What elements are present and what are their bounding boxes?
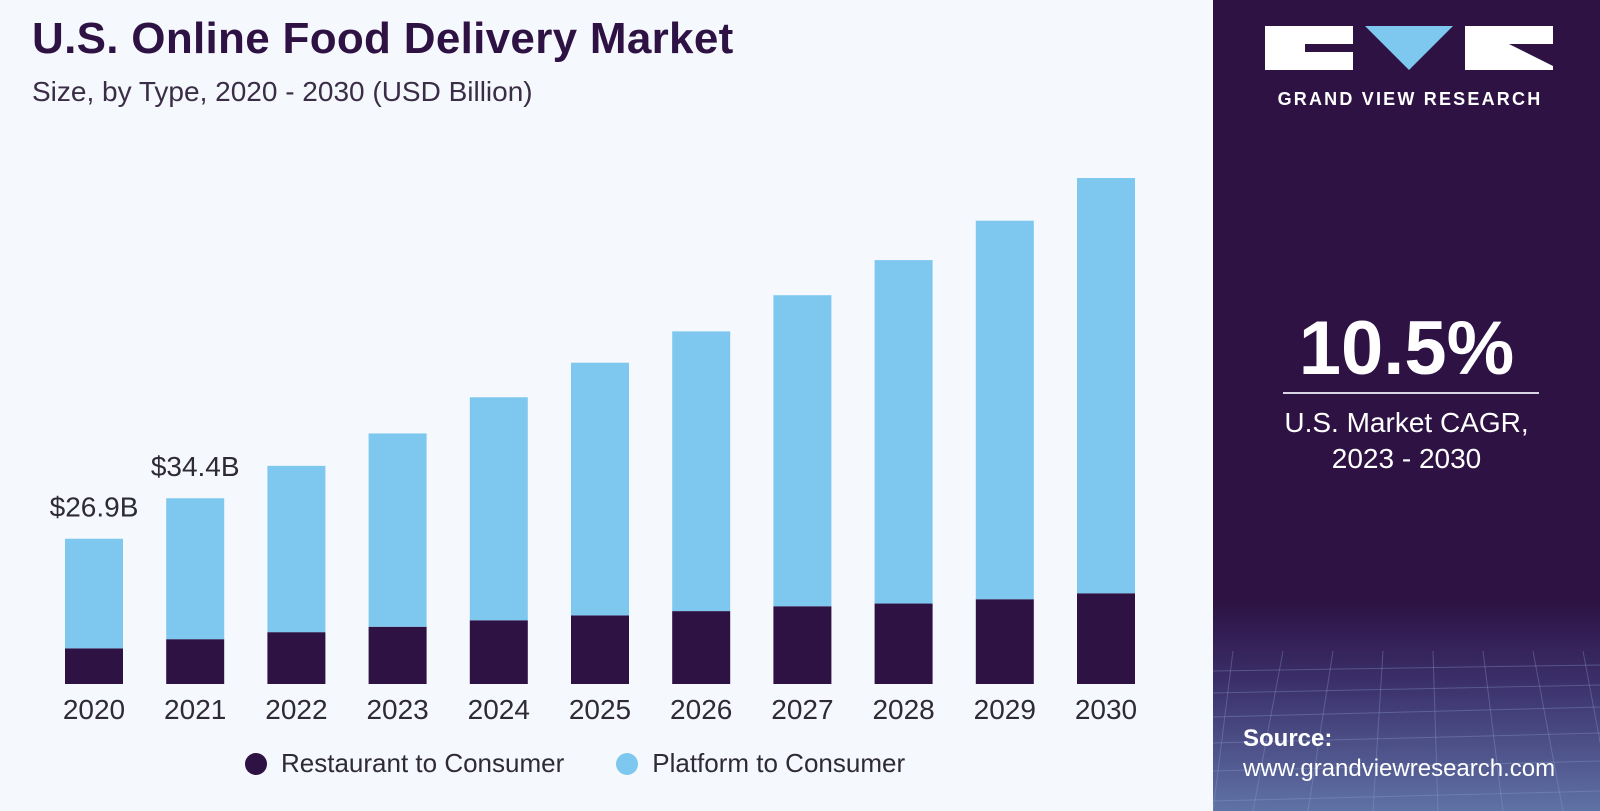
- source-url[interactable]: www.grandviewresearch.com: [1243, 755, 1556, 782]
- bar-2030-platform: [1077, 178, 1135, 594]
- cagr-value: 10.5%: [1298, 306, 1515, 391]
- bar-2025-restaurant: [571, 615, 629, 684]
- cagr-label: U.S. Market CAGR, 2023 - 2030: [1213, 405, 1600, 477]
- x-tick-label-2021: 2021: [164, 694, 226, 725]
- bar-2022-restaurant: [267, 632, 326, 684]
- bar-2024-restaurant: [469, 620, 528, 684]
- bar-2023-platform: [368, 433, 427, 627]
- grid-floor-graphic: [1213, 651, 1600, 811]
- x-tick-label-2030: 2030: [1075, 694, 1137, 725]
- chart-subtitle: Size, by Type, 2020 - 2030 (USD Billion): [32, 76, 533, 107]
- bar-2028-platform: [874, 260, 933, 604]
- legend-item-platform: Platform to Consumer: [616, 748, 905, 779]
- bar-2026-restaurant: [672, 611, 731, 684]
- cagr-label-line2: 2023 - 2030: [1331, 443, 1482, 474]
- legend-swatch-platform: [616, 752, 639, 775]
- bar-2020-platform: [65, 538, 123, 649]
- bar-2025-platform: [571, 362, 629, 616]
- bar-2024-platform: [469, 397, 528, 621]
- x-tick-label-2026: 2026: [670, 694, 732, 725]
- x-tick-label-2020: 2020: [63, 694, 125, 725]
- bar-2028-restaurant: [874, 603, 933, 684]
- grand-view-research-logo: GRAND VIEW RESEARCH: [1265, 22, 1555, 110]
- bar-2027-restaurant: [773, 606, 832, 684]
- brand-name: GRAND VIEW RESEARCH: [1277, 89, 1543, 109]
- bar-2026-platform: [672, 331, 731, 612]
- x-tick-label-2025: 2025: [569, 694, 631, 725]
- side-panel: GRAND VIEW RESEARCH 10.5% U.S. Market CA…: [1213, 0, 1600, 811]
- x-tick-label-2023: 2023: [366, 694, 428, 725]
- x-tick-label-2028: 2028: [872, 694, 934, 725]
- source-label: Source:: [1243, 725, 1333, 752]
- chart-legend: Restaurant to Consumer Platform to Consu…: [245, 748, 957, 779]
- x-tick-label-2022: 2022: [265, 694, 327, 725]
- legend-swatch-restaurant: [245, 752, 267, 775]
- bar-2022-platform: [267, 465, 326, 633]
- bar-2023-restaurant: [368, 626, 427, 684]
- bar-2030-restaurant: [1077, 593, 1135, 684]
- chart-area: U.S. Online Food Delivery Market Size, b…: [32, 14, 1138, 779]
- legend-label-restaurant: Restaurant to Consumer: [281, 748, 565, 778]
- bar-2020-restaurant: [65, 648, 123, 684]
- legend-label-platform: Platform to Consumer: [652, 748, 906, 778]
- cagr-divider: [1283, 392, 1539, 394]
- legend-item-restaurant: Restaurant to Consumer: [245, 748, 564, 779]
- chart-title: U.S. Online Food Delivery Market: [32, 14, 734, 63]
- cagr-label-line1: U.S. Market CAGR,: [1284, 407, 1529, 438]
- bar-2021-platform: [166, 498, 225, 640]
- data-label-2021: $34.4B: [151, 451, 240, 482]
- x-tick-label-2029: 2029: [974, 694, 1036, 725]
- source-block: Source: www.grandviewresearch.com: [1243, 724, 1555, 784]
- bar-2021-restaurant: [166, 639, 225, 684]
- bar-2029-restaurant: [975, 599, 1034, 684]
- bar-2029-platform: [975, 220, 1034, 600]
- data-label-2020: $26.9B: [50, 492, 139, 523]
- bar-chart: 2020 2021 2022 2023 2024 2025 2026 2027 2028 2029…: [50, 178, 1137, 725]
- bar-2027-platform: [773, 295, 832, 607]
- x-tick-label-2024: 2024: [468, 694, 530, 725]
- logo-mark-icon: [1265, 26, 1553, 70]
- x-tick-label-2027: 2027: [771, 694, 833, 725]
